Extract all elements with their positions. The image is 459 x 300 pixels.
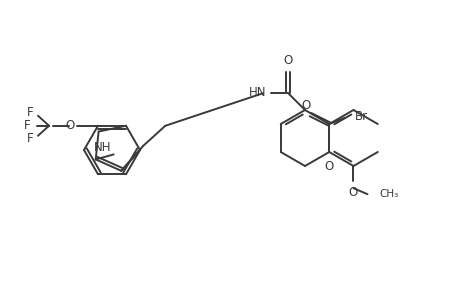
Text: O: O: [348, 186, 358, 199]
Text: HN: HN: [248, 86, 266, 99]
Text: O: O: [324, 160, 333, 173]
Text: F: F: [24, 119, 31, 132]
Text: NH: NH: [94, 141, 111, 154]
Text: O: O: [65, 119, 75, 132]
Text: O: O: [283, 54, 292, 67]
Text: F: F: [28, 132, 34, 145]
Text: F: F: [28, 106, 34, 119]
Text: Br: Br: [354, 110, 367, 123]
Text: O: O: [301, 99, 310, 112]
Text: CH₃: CH₃: [379, 189, 398, 199]
